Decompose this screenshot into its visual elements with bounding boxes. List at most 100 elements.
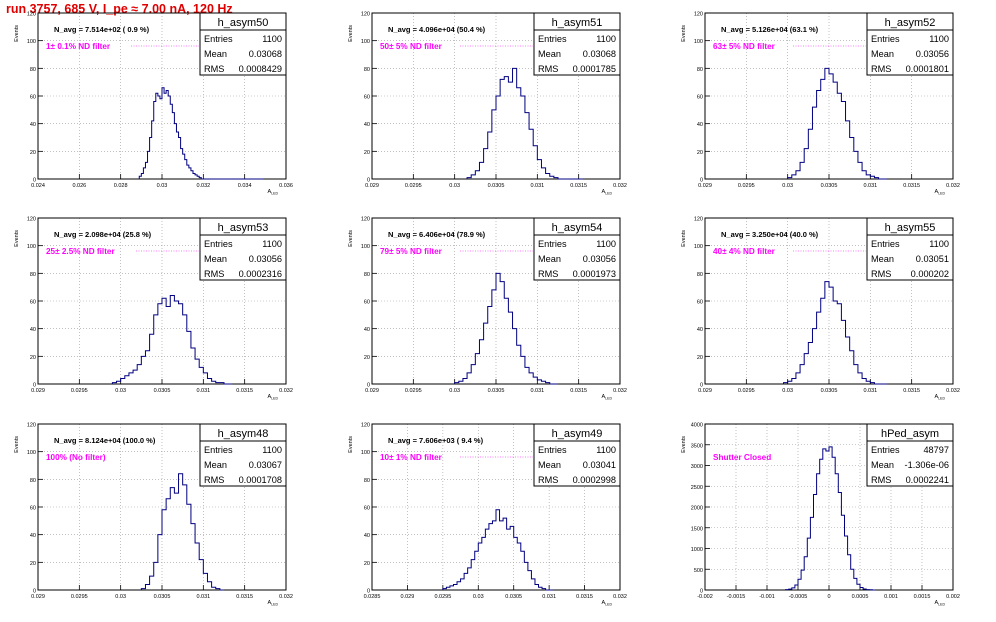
x-tick-label: 0.0305 (505, 594, 522, 600)
x-tick-label: 0.029 (401, 594, 415, 600)
stat-value: 1100 (596, 34, 616, 44)
stat-value: 0.0001708 (239, 475, 282, 485)
y-tick-label: 60 (697, 300, 703, 306)
x-tick-label: 0.0305 (488, 183, 505, 189)
y-tick-label: 0 (700, 178, 703, 184)
stat-value: 0.03056 (916, 49, 949, 59)
x-tick-label: 0.0315 (903, 183, 920, 189)
stat-value: 0.03067 (249, 460, 282, 470)
stat-label: RMS (538, 64, 558, 74)
y-tick-label: 0 (33, 178, 36, 184)
stat-label: Mean (538, 254, 561, 264)
x-tick-label: 0.03 (473, 594, 484, 600)
y-tick-label: 120 (694, 12, 703, 18)
x-tick-label: 0.03 (449, 388, 460, 394)
x-tick-label: 0.0315 (570, 388, 587, 394)
y-tick-label: 500 (694, 568, 703, 574)
stat-label: Entries (204, 445, 233, 455)
histogram-curve (138, 87, 264, 180)
x-tick-label: 0.024 (31, 183, 45, 189)
navg-label: N_avg = 6.406e+04 (78.9 %) (388, 230, 486, 239)
x-tick-label: 0.03 (449, 183, 460, 189)
y-axis-label: Events (681, 25, 687, 42)
stat-value: 0.0002316 (239, 269, 282, 279)
y-tick-label: 1500 (691, 526, 703, 532)
x-tick-label: 0.0295 (71, 388, 88, 394)
stat-label: Mean (204, 460, 227, 470)
y-tick-label: 60 (30, 95, 36, 101)
y-tick-label: 20 (30, 150, 36, 156)
y-tick-label: 0 (700, 383, 703, 389)
stat-value: 0.03068 (583, 49, 616, 59)
stat-value: 1100 (262, 34, 282, 44)
x-tick-label: 0.032 (196, 183, 210, 189)
histogram-panel-h_asym52: 0 20 40 60 80 100 120 0.029 0.0295 0.03 0.0305 0.03… (681, 12, 960, 196)
stats-box (533, 217, 621, 281)
stat-label: Entries (204, 239, 233, 249)
y-axis-label: Events (14, 230, 20, 247)
stat-value: 0.0001801 (906, 64, 949, 74)
stat-label: Mean (538, 49, 561, 59)
y-tick-label: 40 (364, 533, 370, 539)
x-tick-label: 0.029 (698, 388, 712, 394)
filter-label: 50± 5% ND filter (380, 42, 443, 51)
x-tick-label: 0.0285 (364, 594, 381, 600)
filter-label: 25± 2.5% ND filter (46, 247, 115, 256)
y-tick-label: 60 (30, 300, 36, 306)
x-tick-label: -0.0015 (727, 594, 746, 600)
histogram-panel-h_asym55: 0 20 40 60 80 100 120 0.029 0.0295 0.03 0.0305 0.03… (681, 217, 960, 401)
y-tick-label: 100 (27, 450, 36, 456)
y-tick-label: 80 (30, 272, 36, 278)
y-tick-label: 60 (697, 95, 703, 101)
y-tick-label: 3000 (691, 464, 703, 470)
y-axis-label: Events (681, 230, 687, 247)
filter-label: 10± 1% ND filter (380, 453, 443, 462)
y-tick-label: 40 (30, 327, 36, 333)
stat-label: Entries (871, 239, 900, 249)
y-tick-label: 80 (364, 67, 370, 73)
stat-label: RMS (538, 475, 558, 485)
histogram-panel-h_asym50: 0 20 40 60 80 100 120 0.024 0.026 0.028 0.03 0.032 0… (14, 12, 293, 196)
x-tick-label: 0.032 (613, 388, 627, 394)
stat-label: Entries (538, 34, 567, 44)
x-tick-label: 0.0295 (434, 594, 451, 600)
histogram-curve (783, 281, 887, 385)
histogram-curve (466, 67, 583, 180)
y-tick-label: 1000 (691, 547, 703, 553)
y-tick-label: 80 (697, 272, 703, 278)
x-axis-label: ALED (268, 600, 279, 607)
stat-label: RMS (871, 64, 891, 74)
x-tick-label: 0.0305 (821, 388, 838, 394)
histogram-panel-h_asym48: 0 20 40 60 80 100 120 0.029 0.0295 0.03 0.0305 0.03… (14, 423, 293, 607)
y-axis-label: Events (681, 436, 687, 453)
x-tick-label: 0.0295 (738, 388, 755, 394)
x-tick-label: 0.0015 (914, 594, 931, 600)
y-tick-label: 120 (361, 12, 370, 18)
y-tick-label: 20 (30, 561, 36, 567)
histogram-panel-h_asym49: 0 20 40 60 80 100 120 0.0285 0.029 0.0295 0.03 0.03… (348, 423, 627, 607)
stat-value: 1100 (262, 239, 282, 249)
y-tick-label: 0 (700, 589, 703, 595)
stat-value: 1100 (596, 239, 616, 249)
histogram-curve (140, 473, 224, 591)
x-tick-label: -0.0005 (789, 594, 808, 600)
y-tick-label: 40 (364, 122, 370, 128)
y-tick-label: 100 (361, 39, 370, 45)
x-tick-label: 0.03 (782, 183, 793, 189)
stat-value: 0.0002998 (573, 475, 616, 485)
stat-value: 0.000202 (911, 269, 949, 279)
stats-box (866, 12, 954, 76)
navg-label: N_avg = 3.250e+04 (40.0 %) (721, 230, 819, 239)
histogram-name: h_asym51 (552, 17, 603, 29)
stat-value: 1100 (596, 445, 616, 455)
x-tick-label: 0.031 (530, 388, 544, 394)
y-tick-label: 80 (364, 478, 370, 484)
y-tick-label: 20 (364, 561, 370, 567)
y-tick-label: 80 (30, 67, 36, 73)
y-tick-label: 120 (361, 217, 370, 223)
stat-value: 0.0001973 (573, 269, 616, 279)
x-tick-label: 0.0305 (821, 183, 838, 189)
stat-label: Mean (538, 460, 561, 470)
histogram-name: h_asym48 (218, 428, 269, 440)
stat-value: 0.0008429 (239, 64, 282, 74)
